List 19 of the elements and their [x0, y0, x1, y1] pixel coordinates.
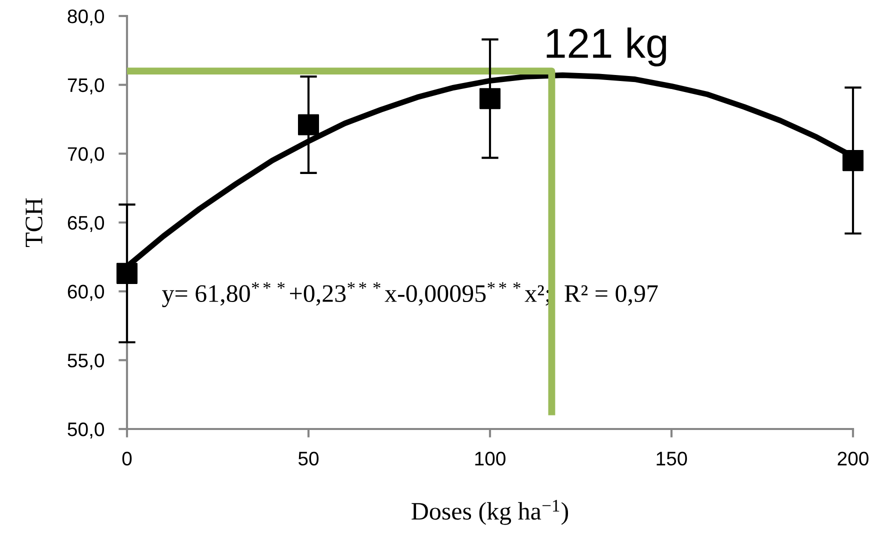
point [116, 262, 138, 284]
x-tick-label: 0 [122, 452, 132, 466]
y-tick-label: 55,0 [68, 354, 104, 370]
annotation: 121 kg [546, 28, 666, 66]
point [298, 114, 320, 136]
y-axis-title: TCH [26, 198, 42, 248]
point [479, 88, 501, 110]
y-tick-label: 65,0 [68, 216, 104, 232]
x-tick-label: 50 [298, 452, 319, 466]
x-axis-title: Doses (kg ha$^{−1}$) [412, 500, 568, 525]
y-tick-label: 50,0 [68, 422, 104, 439]
y-tick-label: 80,0 [68, 9, 104, 26]
y-tick-label: 60,0 [68, 284, 104, 301]
x-tick-label: 200 [838, 452, 868, 466]
point [842, 150, 864, 172]
x-tick-label: 100 [475, 452, 506, 466]
y-tick-label: 70,0 [68, 147, 104, 164]
y-tick-label: 75,0 [68, 78, 104, 94]
x-tick-label: 150 [656, 452, 687, 466]
